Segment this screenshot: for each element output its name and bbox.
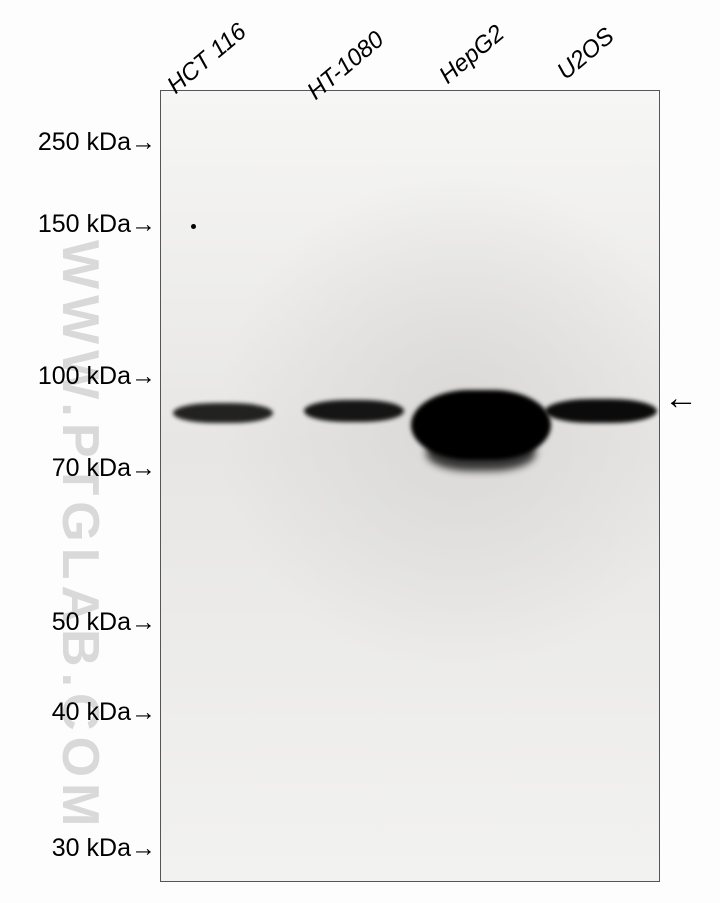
band-smear [426,435,536,471]
band-HT-1080 [304,400,404,422]
mw-marker: 50 kDa→ [52,608,156,637]
artifact-spec [191,224,196,229]
target-band-arrow-icon: ← [664,379,698,418]
lane-label: U2OS [552,23,620,86]
membrane-background [161,91,659,881]
mw-marker: 70 kDa→ [52,454,156,483]
blot-membrane [160,90,660,882]
mw-marker: 100 kDa→ [38,362,156,391]
mw-marker: 40 kDa→ [52,698,156,727]
mw-marker: 250 kDa→ [38,128,156,157]
mw-marker: 30 kDa→ [52,834,156,863]
band-U2OS [545,399,657,423]
lane-label: HCT 116 [162,18,252,100]
mw-marker: 150 kDa→ [38,210,156,239]
western-blot-figure: WWW.PTGLAB.COM HCT 116HT-1080HepG2U2OS 2… [0,0,720,903]
band-HCT 116 [173,403,273,423]
lane-label: HepG2 [434,20,510,90]
watermark-text: WWW.PTGLAB.COM [50,240,110,832]
